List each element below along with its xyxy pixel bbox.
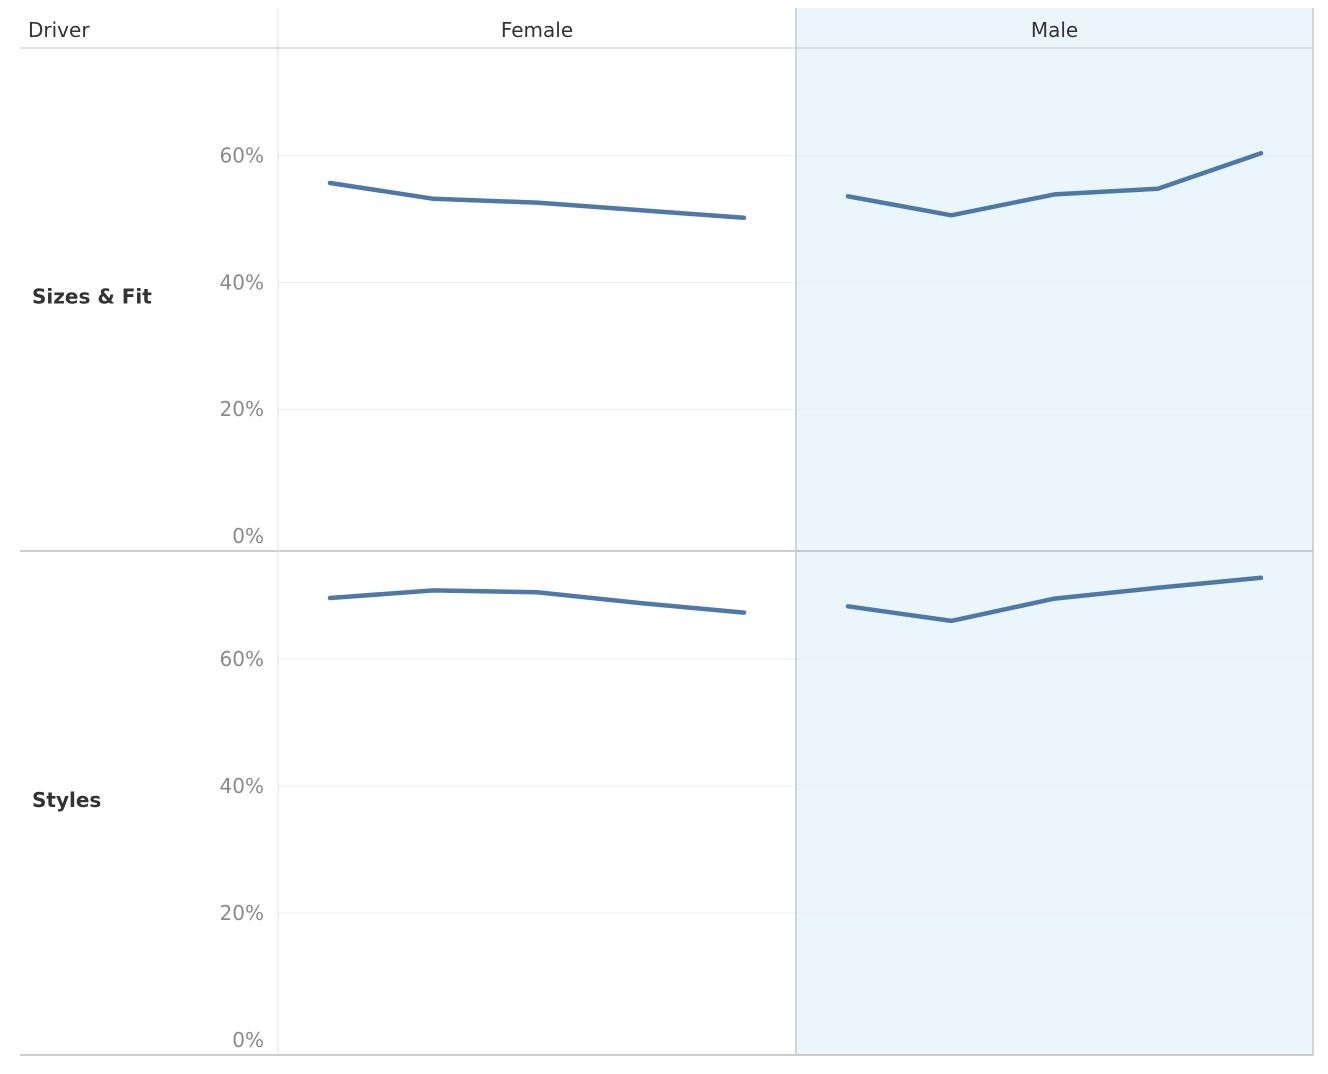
y-tick-label: 20% [220,397,264,421]
series-line [845,150,1264,218]
y-tick-label: 40% [220,774,264,798]
highlight-column-bg [796,8,1313,1055]
row-label: Sizes & Fit [32,285,152,309]
column-header-female: Female [501,18,573,42]
row-header-label: Driver [28,18,90,42]
series-line [327,588,747,615]
column-header-male: Male [1031,18,1078,42]
y-tick-label: 60% [220,144,264,168]
series-line [327,180,747,221]
y-tick-label: 20% [220,901,264,925]
series-line [845,575,1264,624]
y-tick-label: 0% [232,524,264,548]
y-tick-label: 40% [220,270,264,294]
y-tick-label: 0% [232,1028,264,1052]
y-tick-label: 60% [220,647,264,671]
row-label: Styles [32,788,101,812]
